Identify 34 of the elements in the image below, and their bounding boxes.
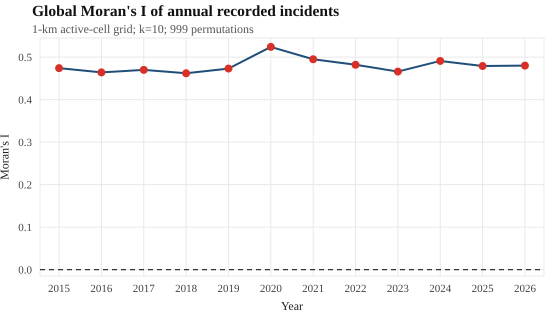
y-tick-label: 0.3 bbox=[18, 137, 32, 150]
x-tick-label: 2017 bbox=[132, 282, 156, 295]
x-tick-label: 2016 bbox=[90, 282, 113, 295]
x-tick-label: 2019 bbox=[217, 282, 240, 295]
x-tick-label: 2025 bbox=[472, 282, 494, 295]
chart-title: Global Moran's I of annual recorded incidents bbox=[32, 3, 340, 21]
point bbox=[436, 56, 444, 65]
point bbox=[97, 68, 106, 76]
y-tick-label: 0.1 bbox=[18, 222, 32, 234]
point bbox=[520, 62, 529, 70]
x-tick-label: 2024 bbox=[429, 282, 452, 295]
y-tick-label: 0.5 bbox=[18, 52, 32, 64]
x-tick-label: 2026 bbox=[514, 282, 536, 295]
y-tick-label: 0.0 bbox=[18, 264, 32, 277]
y-axis-title: Moran's I bbox=[0, 134, 12, 180]
y-tick-label: 0.4 bbox=[18, 94, 32, 107]
y-tick-label: 0.2 bbox=[18, 180, 32, 192]
point bbox=[182, 69, 190, 78]
x-tick-label: 2021 bbox=[302, 282, 324, 295]
point bbox=[55, 64, 64, 72]
point bbox=[140, 66, 148, 74]
point bbox=[266, 42, 275, 51]
point bbox=[352, 60, 360, 69]
x-tick-label: 2020 bbox=[260, 282, 282, 295]
x-axis-title: Year bbox=[280, 299, 304, 313]
x-tick-label: 2015 bbox=[48, 282, 71, 295]
point bbox=[394, 68, 402, 76]
x-tick-label: 2023 bbox=[386, 282, 410, 295]
chart-subtitle: 1-km active-cell grid; k=10; 999 permutations bbox=[32, 22, 254, 37]
x-tick-label: 2022 bbox=[344, 282, 367, 295]
point bbox=[478, 62, 487, 70]
x-tick-label: 2018 bbox=[175, 282, 198, 295]
point bbox=[309, 55, 318, 64]
point bbox=[224, 64, 232, 73]
